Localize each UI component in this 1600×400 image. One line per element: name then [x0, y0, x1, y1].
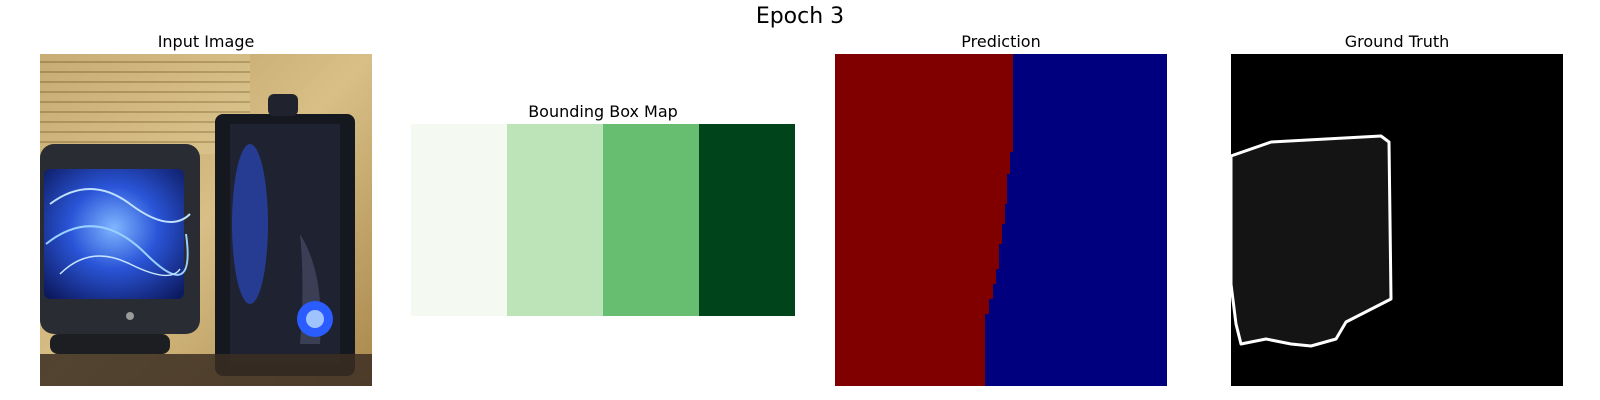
pc-tower: [215, 94, 355, 376]
bbox-cell-1: [507, 124, 604, 316]
crt-monitor: [40, 144, 200, 354]
input-photo: [40, 54, 372, 386]
ground-truth-outline: [1231, 134, 1393, 348]
prediction-mask: [835, 54, 1167, 386]
bbox-map-title: Bounding Box Map: [528, 102, 678, 121]
prediction-class-left: [835, 54, 1013, 386]
ground-truth-mask: [1231, 54, 1563, 386]
ground-truth-panel: [1231, 54, 1563, 386]
ground-truth-title: Ground Truth: [1344, 32, 1450, 51]
figure-title: Epoch 3: [755, 4, 845, 29]
prediction-panel: [835, 54, 1167, 386]
bbox-heatmap: [411, 124, 795, 316]
input-image-title: Input Image: [157, 32, 255, 51]
input-image-panel: [40, 54, 372, 386]
bbox-map-panel: [411, 124, 795, 316]
prediction-title: Prediction: [961, 32, 1041, 51]
bbox-cell-3: [699, 124, 795, 316]
bbox-cell-0: [411, 124, 508, 316]
bbox-cell-2: [603, 124, 700, 316]
